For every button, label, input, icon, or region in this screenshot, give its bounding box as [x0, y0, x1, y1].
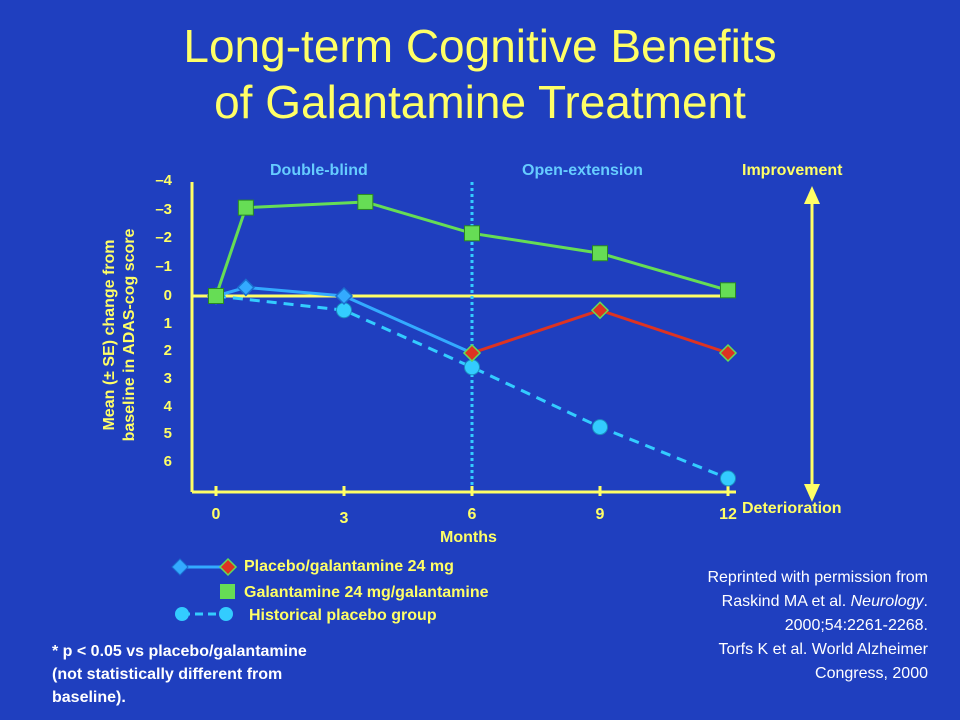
- citation-journal: Neurology: [850, 593, 924, 610]
- x-tick-label: 6: [467, 506, 477, 523]
- axes-group: [190, 182, 736, 496]
- data-point-square: [357, 193, 374, 210]
- series-line: [214, 200, 729, 297]
- y-tick-label: 6: [163, 453, 172, 471]
- y-tick-label: 4: [163, 397, 172, 415]
- data-point-diamond: [334, 286, 354, 306]
- footnote-line-2: (not statistically different from: [52, 666, 283, 683]
- citation-line-1: Reprinted with permission from: [707, 569, 928, 586]
- data-point-square: [208, 288, 224, 304]
- open-extension-label: Open-extension: [522, 162, 643, 179]
- x-tick-label: 9: [595, 506, 605, 523]
- direction-arrow: [804, 186, 820, 502]
- y-tick-label: –3: [155, 200, 172, 218]
- citation-line-4: Torfs K et al. World Alzheimer: [718, 641, 928, 658]
- slide-title: Long-term Cognitive Benefits of Galantam…: [0, 18, 960, 130]
- y-tick-label: –1: [155, 258, 172, 276]
- citation-line-3: 2000;54:2261-2268.: [784, 617, 928, 634]
- y-tick-label: 5: [163, 425, 172, 443]
- series-line: [215, 294, 729, 480]
- y-tick-label: –4: [155, 171, 172, 189]
- data-point-square: [237, 199, 254, 216]
- footnote: * p < 0.05 vs placebo/galantamine (not s…: [52, 640, 412, 709]
- footnote-line-1: * p < 0.05 vs placebo/galantamine: [52, 643, 307, 660]
- data-point-square: [592, 245, 608, 262]
- data-point-square: [464, 225, 480, 242]
- y-tick-label: 3: [163, 369, 172, 387]
- footnote-line-3: baseline).: [52, 689, 126, 706]
- data-point-diamond: [236, 278, 255, 297]
- data-point-diamond: [590, 301, 610, 320]
- y-tick-label: 2: [163, 342, 172, 359]
- data-point-diamond: [462, 343, 482, 363]
- y-tick-label: 0: [163, 287, 172, 304]
- data-point-square: [720, 282, 736, 299]
- legend-placebo: Placebo/galantamine 24 mg: [244, 558, 454, 575]
- double-blind-label: Double-blind: [270, 162, 368, 179]
- y-tick-label: 1: [163, 314, 172, 332]
- citation-authors: Raskind MA et al.: [721, 593, 851, 610]
- citation-period: .: [923, 593, 928, 610]
- data-point-circle: [720, 470, 736, 487]
- x-tick-label: 3: [339, 510, 349, 527]
- x-tick-label: 0: [211, 506, 221, 523]
- title-line-1: Long-term Cognitive Benefits: [183, 20, 777, 72]
- deterioration-label: Deterioration: [742, 500, 842, 517]
- series-group: [206, 193, 738, 487]
- improvement-label: Improvement: [742, 162, 843, 179]
- legend-historical: Historical placebo group: [249, 607, 437, 624]
- citation: Reprinted with permission from Raskind M…: [598, 566, 928, 686]
- data-point-diamond: [718, 343, 738, 363]
- citation-line-2: Raskind MA et al. Neurology.: [598, 590, 928, 614]
- data-point-circle: [592, 419, 608, 436]
- y-tick-label: –2: [155, 229, 172, 247]
- series-line: [215, 285, 473, 355]
- citation-line-5: Congress, 2000: [815, 665, 928, 682]
- title-line-2: of Galantamine Treatment: [214, 76, 746, 128]
- x-axis-label: Months: [440, 529, 497, 546]
- legend-galantamine: Galantamine 24 mg/galantamine: [244, 584, 489, 601]
- x-tick-label: 12: [719, 506, 737, 523]
